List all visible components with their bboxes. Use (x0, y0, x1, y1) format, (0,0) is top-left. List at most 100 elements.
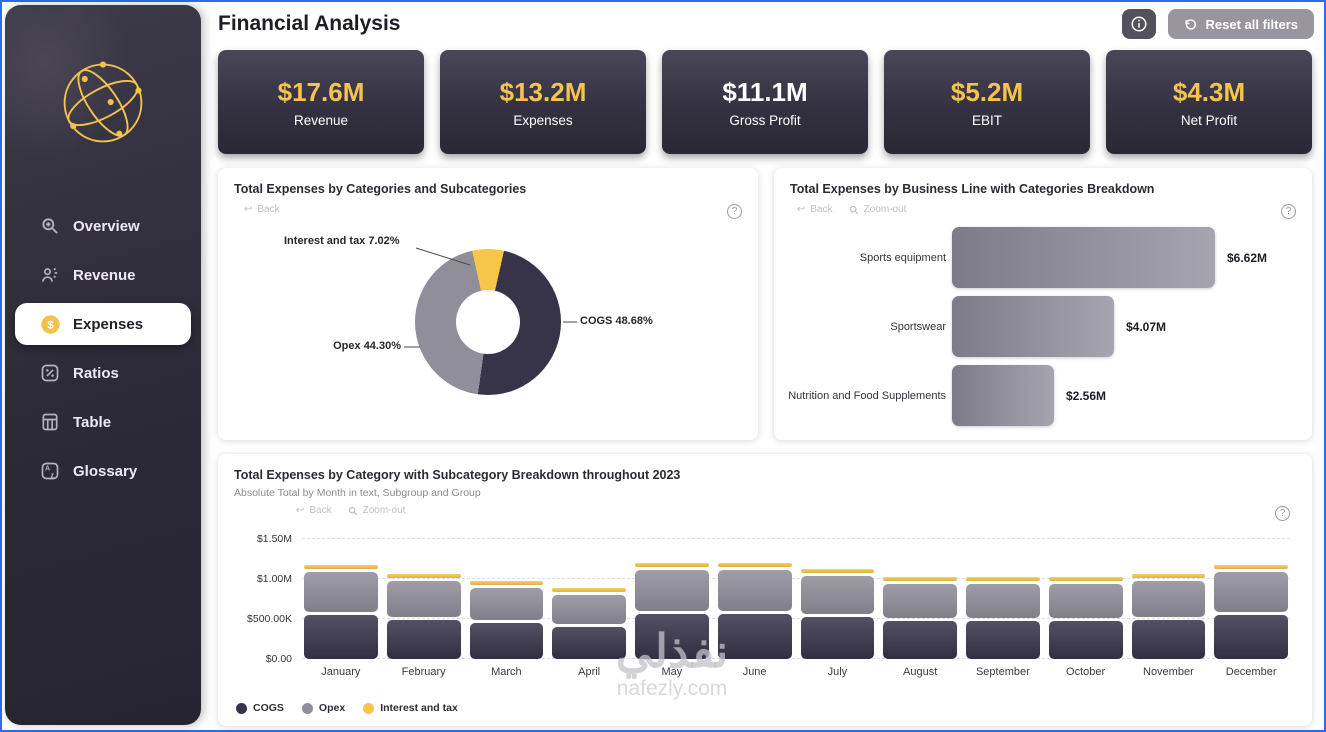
legend-item[interactable]: COGS (236, 702, 284, 714)
sidebar-item-overview[interactable]: Overview (15, 205, 191, 247)
bar-segment-interest-and-tax[interactable] (469, 581, 544, 586)
sidebar-item-expenses[interactable]: $ Expenses (15, 303, 191, 345)
back-icon: ↩ (244, 204, 253, 215)
monthly-breakdown-card: Total Expenses by Category with Subcateg… (218, 454, 1312, 726)
search-icon (39, 215, 61, 237)
sidebar-item-table[interactable]: Table (15, 401, 191, 443)
info-button[interactable] (1121, 9, 1156, 39)
donut-chart[interactable] (415, 249, 561, 395)
legend-dot (363, 702, 375, 714)
bar-segment-opex[interactable] (635, 569, 709, 611)
bar-segment-opex[interactable] (386, 580, 461, 617)
category-label: Sports equipment (859, 251, 946, 264)
bar-segment-opex[interactable] (717, 569, 792, 611)
month-column[interactable]: May (635, 539, 709, 678)
bar-segment-cogs[interactable] (800, 617, 875, 659)
month-column[interactable]: March (469, 539, 544, 678)
x-axis-label: July (827, 666, 848, 678)
bar-segment-cogs[interactable] (883, 621, 957, 659)
bar-segment-opex[interactable] (883, 583, 957, 619)
bar-segment-opex[interactable] (1214, 572, 1288, 612)
value-label: $6.62M (1227, 250, 1268, 265)
x-axis-label: April (578, 666, 601, 678)
y-axis-label: $1.00M (256, 573, 292, 585)
back-button[interactable]: ↩ Back (244, 204, 280, 215)
bar-segment-opex[interactable] (966, 583, 1040, 619)
sidebar-item-revenue[interactable]: Revenue (15, 254, 191, 296)
bar-segment-opex[interactable] (1131, 580, 1206, 617)
donut-label-opex: Opex 44.30% (333, 340, 401, 352)
bar-segment-interest-and-tax[interactable] (800, 569, 875, 574)
bar-columns: January February March April May June July Augu… (302, 539, 1290, 678)
bar-segment-cogs[interactable] (304, 614, 378, 659)
legend-dot (236, 702, 247, 714)
x-axis-label: August (903, 666, 938, 678)
x-axis-label: January (321, 666, 361, 678)
legend-label: Opex (318, 702, 346, 714)
bar-segment-interest-and-tax[interactable] (1048, 576, 1123, 581)
zoom-out-button[interactable]: Zoom-out (348, 505, 405, 516)
back-button[interactable]: ↩ Back (296, 505, 332, 516)
kpi-value: $13.2M (499, 76, 587, 107)
dollar-icon: $ (39, 313, 61, 335)
legend-item[interactable]: Opex (301, 702, 346, 714)
bar-segment-interest-and-tax[interactable] (966, 576, 1040, 581)
bar[interactable] (952, 296, 1114, 357)
bar-segment-opex[interactable] (1048, 583, 1123, 619)
bar-segment-cogs[interactable] (717, 613, 792, 659)
expenses-donut-card: Total Expenses by Categories and Subcate… (218, 168, 758, 440)
month-column[interactable]: December (1214, 539, 1288, 678)
help-icon[interactable]: ? (1281, 204, 1296, 219)
reset-filters-button[interactable]: Reset all filters (1167, 9, 1314, 39)
bar-segment-interest-and-tax[interactable] (552, 588, 626, 593)
bar-segment-interest-and-tax[interactable] (717, 562, 792, 567)
bar-segment-opex[interactable] (469, 588, 544, 621)
kpi-label: Expenses (513, 112, 573, 128)
bar[interactable] (952, 365, 1054, 426)
business-bars: Sports equipment $6.62M Sportswear $4.07M Nu… (774, 215, 1312, 430)
kpi-label: EBIT (971, 112, 1002, 128)
month-column[interactable]: October (1048, 539, 1123, 678)
bar-segment-interest-and-tax[interactable] (883, 576, 957, 581)
svg-text:z: z (51, 472, 55, 479)
month-column[interactable]: April (552, 539, 626, 678)
bar-segment-interest-and-tax[interactable] (304, 565, 378, 570)
help-icon[interactable]: ? (727, 204, 742, 219)
bar-segment-opex[interactable] (304, 572, 378, 612)
bar-segment-cogs[interactable] (966, 621, 1040, 659)
bar-segment-opex[interactable] (552, 595, 626, 624)
zoom-out-button[interactable]: Zoom-out (849, 204, 906, 215)
bar-segment-interest-and-tax[interactable] (1131, 573, 1206, 578)
bar-segment-cogs[interactable] (635, 613, 709, 659)
legend-item[interactable]: Interest and tax (363, 702, 458, 714)
bar[interactable] (952, 227, 1215, 288)
card-title: Total Expenses by Categories and Subcate… (234, 182, 527, 196)
bar-segment-interest-and-tax[interactable] (1214, 565, 1288, 570)
bar-segment-cogs[interactable] (469, 623, 544, 659)
month-column[interactable]: January (304, 539, 378, 678)
bar-segment-interest-and-tax[interactable] (386, 573, 461, 578)
top-bar: Financial Analysis Reset all filters (218, 2, 1314, 46)
bar-segment-cogs[interactable] (1214, 614, 1288, 659)
bar-segment-cogs[interactable] (386, 619, 461, 659)
month-column[interactable]: November (1131, 539, 1206, 678)
month-column[interactable]: February (386, 539, 461, 678)
month-column[interactable]: June (717, 539, 792, 678)
month-column[interactable]: July (800, 539, 875, 678)
help-icon[interactable]: ? (1275, 506, 1290, 521)
bar-segment-cogs[interactable] (552, 626, 626, 659)
category-label: Nutrition and Food Supplements (788, 389, 946, 402)
bar-segment-cogs[interactable] (1048, 621, 1123, 659)
back-button[interactable]: ↩ Back (797, 204, 833, 215)
month-column[interactable]: August (883, 539, 957, 678)
sidebar-item-ratios[interactable]: Ratios (15, 352, 191, 394)
bar-segment-interest-and-tax[interactable] (635, 562, 709, 567)
bar-segment-cogs[interactable] (1131, 619, 1206, 659)
month-column[interactable]: September (966, 539, 1040, 678)
kpi-value: $17.6M (277, 76, 365, 107)
y-axis-label: $0.00 (265, 653, 292, 665)
bar-segment-opex[interactable] (800, 576, 875, 615)
